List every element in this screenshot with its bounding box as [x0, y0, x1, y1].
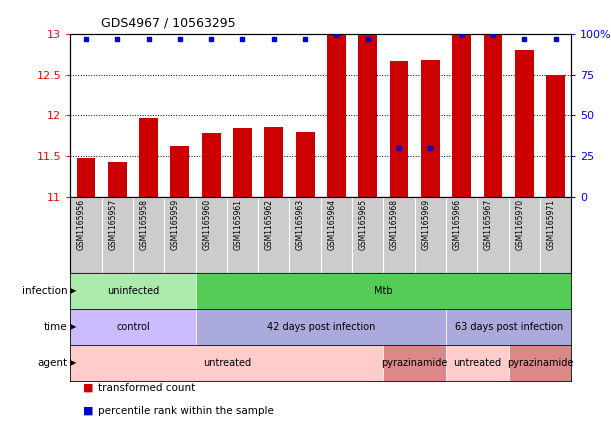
Text: GSM1165966: GSM1165966 — [453, 199, 462, 250]
Bar — [76, 159, 95, 197]
Text: ▶: ▶ — [70, 286, 76, 295]
Bar — [546, 74, 565, 197]
Text: percentile rank within the sample: percentile rank within the sample — [98, 406, 274, 416]
Text: 42 days post infection: 42 days post infection — [266, 322, 375, 332]
Text: GSM1165967: GSM1165967 — [484, 199, 493, 250]
Bar — [359, 34, 377, 197]
Text: transformed count: transformed count — [98, 383, 195, 393]
Text: time: time — [43, 322, 67, 332]
Text: GSM1165971: GSM1165971 — [547, 199, 555, 250]
Text: ▶: ▶ — [70, 358, 76, 367]
Text: GSM1165956: GSM1165956 — [77, 199, 86, 250]
Bar — [139, 118, 158, 197]
Bar — [509, 345, 571, 381]
Bar — [196, 273, 571, 309]
Bar — [265, 127, 284, 197]
Bar — [452, 34, 471, 197]
Bar — [446, 345, 509, 381]
Text: GDS4967 / 10563295: GDS4967 / 10563295 — [101, 16, 235, 30]
Text: GSM1165960: GSM1165960 — [202, 199, 211, 250]
Bar — [390, 61, 409, 197]
Bar — [70, 273, 196, 309]
Text: GSM1165962: GSM1165962 — [265, 199, 274, 250]
Bar — [421, 60, 440, 197]
Text: GSM1165964: GSM1165964 — [327, 199, 337, 250]
Text: Mtb: Mtb — [374, 286, 393, 296]
Text: GSM1165961: GSM1165961 — [233, 199, 243, 250]
Text: GSM1165957: GSM1165957 — [108, 199, 117, 250]
Bar — [296, 132, 315, 197]
Text: ▶: ▶ — [70, 322, 76, 331]
Text: agent: agent — [37, 358, 67, 368]
Bar — [108, 162, 126, 197]
Text: control: control — [116, 322, 150, 332]
Bar — [233, 128, 252, 197]
Bar — [202, 133, 221, 197]
Text: ■: ■ — [82, 383, 93, 393]
Text: GSM1165959: GSM1165959 — [171, 199, 180, 250]
Text: GSM1165970: GSM1165970 — [515, 199, 524, 250]
Text: GSM1165969: GSM1165969 — [422, 199, 430, 250]
Bar — [70, 345, 384, 381]
Bar — [384, 345, 446, 381]
Text: uninfected: uninfected — [107, 286, 159, 296]
Bar — [446, 309, 571, 345]
Bar — [327, 34, 346, 197]
Text: pyrazinamide: pyrazinamide — [507, 358, 573, 368]
Text: untreated: untreated — [203, 358, 251, 368]
Bar — [515, 50, 534, 197]
Text: infection: infection — [21, 286, 67, 296]
Bar — [196, 309, 446, 345]
Text: pyrazinamide: pyrazinamide — [381, 358, 448, 368]
Text: 63 days post infection: 63 days post infection — [455, 322, 563, 332]
Text: untreated: untreated — [453, 358, 502, 368]
Text: ■: ■ — [82, 406, 93, 416]
Bar — [484, 34, 502, 197]
Bar — [70, 309, 196, 345]
Bar — [170, 146, 189, 197]
Text: GSM1165968: GSM1165968 — [390, 199, 399, 250]
Text: GSM1165965: GSM1165965 — [359, 199, 368, 250]
Text: GSM1165958: GSM1165958 — [139, 199, 148, 250]
Text: GSM1165963: GSM1165963 — [296, 199, 305, 250]
